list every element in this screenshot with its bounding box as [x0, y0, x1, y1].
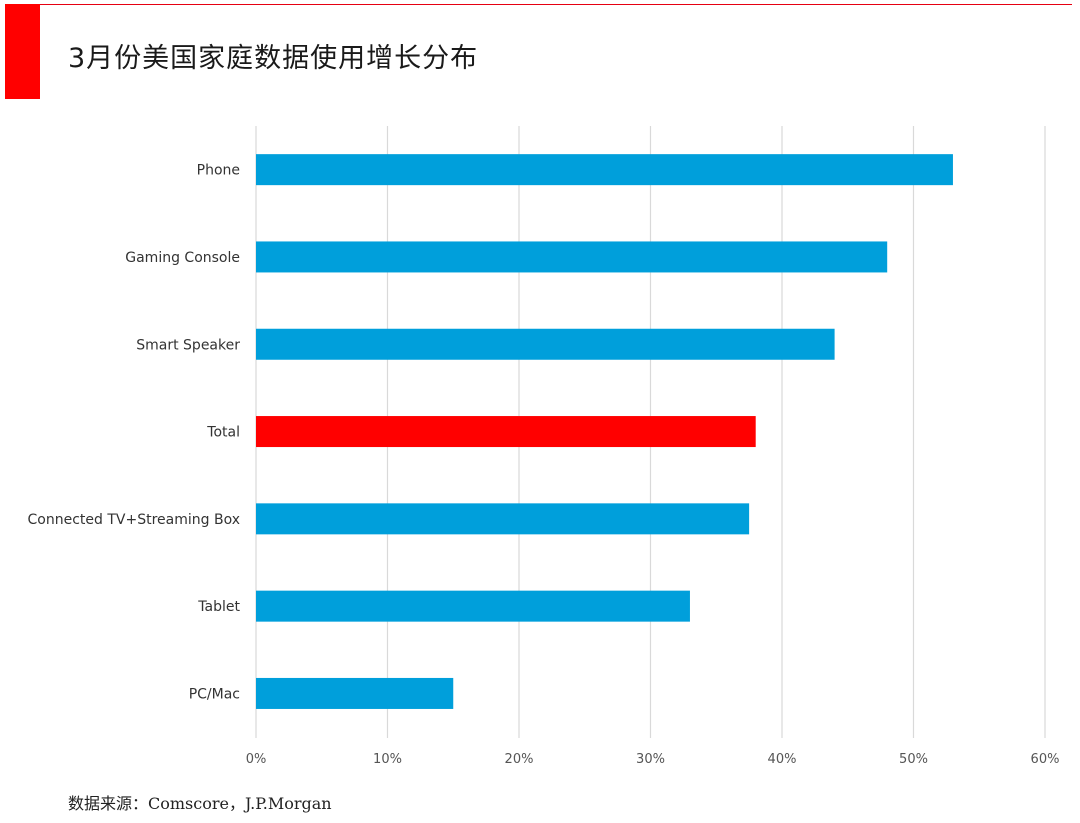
x-tick-label: 40% [768, 752, 797, 767]
category-label: Connected TV+Streaming Box [28, 512, 240, 528]
accent-block [5, 4, 40, 99]
x-tick-label: 60% [1031, 752, 1060, 767]
bar-smart-speaker [256, 328, 835, 360]
x-tick-label: 50% [899, 752, 928, 767]
x-tick-label: 20% [505, 752, 534, 767]
bar-connected-tv-streaming-box [256, 503, 750, 535]
source-note: 数据来源：Comscore，J.P.Morgan [68, 794, 332, 813]
category-label: Phone [197, 163, 240, 179]
category-label: PC/Mac [189, 686, 240, 702]
x-tick-label: 30% [636, 752, 665, 767]
bar-total [256, 416, 756, 448]
category-label: Tablet [197, 599, 240, 615]
bar-tablet [256, 590, 690, 622]
category-label: Gaming Console [125, 250, 240, 266]
category-label: Smart Speaker [136, 337, 240, 353]
x-tick-label: 10% [373, 752, 402, 767]
page-title: 3月份美国家庭数据使用增长分布 [68, 43, 479, 74]
top-rule [40, 4, 1072, 5]
category-label: Total [206, 425, 240, 441]
bar-phone [256, 154, 953, 186]
bar-pc-mac [256, 677, 454, 709]
x-tick-label: 0% [246, 752, 267, 767]
bar-gaming-console [256, 241, 888, 273]
